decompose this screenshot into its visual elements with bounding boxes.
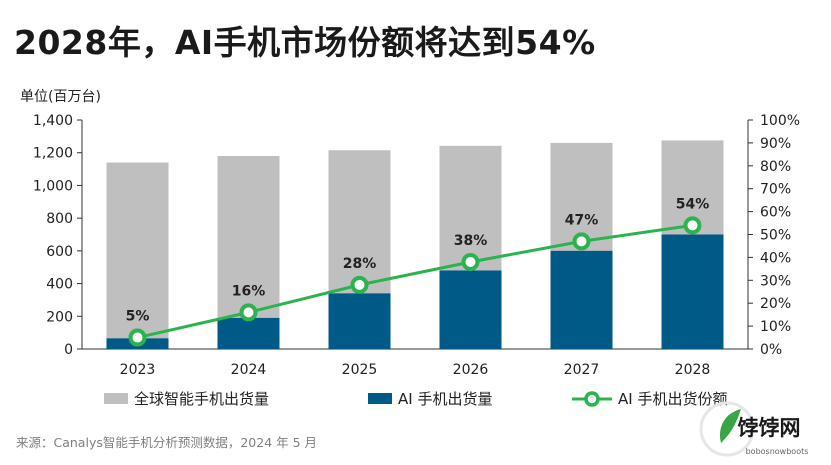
- legend-label-ai: AI 手机出货量: [398, 390, 493, 408]
- x-tick-label: 2023: [120, 362, 156, 378]
- watermark-logo: 饽饽网 bobosnowboots: [699, 401, 809, 457]
- watermark-url: bobosnowboots: [746, 447, 809, 456]
- watermark-text: 饽饽网: [738, 416, 801, 440]
- share-data-label: 38%: [454, 233, 488, 249]
- share-data-label: 28%: [343, 256, 377, 272]
- legend-line-marker-icon: [572, 390, 612, 407]
- legend-item-ai: AI 手机出货量: [368, 388, 492, 409]
- share-data-label: 47%: [565, 212, 599, 228]
- y-left-tick-label: 600: [46, 244, 73, 260]
- share-point-2025: [350, 275, 369, 294]
- share-data-label: 54%: [676, 196, 710, 212]
- y-right-tick-label: 20%: [760, 296, 791, 312]
- y-left-tick-label: 200: [46, 309, 73, 325]
- source-note: 来源：Canalys智能手机分析预测数据，2024 年 5 月: [16, 435, 318, 450]
- share-point-2024: [239, 303, 258, 322]
- share-point-2026: [461, 252, 480, 271]
- y-right-tick-label: 30%: [760, 273, 791, 289]
- y-right-tick-label: 100%: [760, 113, 800, 129]
- legend-label-share: AI 手机出货份额: [618, 390, 728, 408]
- bar-total-2023: [106, 162, 169, 349]
- y-right-tick-label: 0%: [760, 342, 782, 358]
- x-tick-label: 2028: [675, 362, 711, 378]
- x-tick-label: 2024: [231, 362, 267, 378]
- legend-label-total: 全球智能手机出货量: [134, 390, 270, 408]
- y-left-tick-label: 800: [46, 211, 73, 227]
- x-tick-label: 2026: [453, 362, 489, 378]
- chart-title: 2028年，AI手机市场份额将达到54%: [14, 23, 596, 62]
- legend-item-share: AI 手机出货份额: [572, 388, 727, 409]
- y-left-tick-label: 1,400: [33, 113, 73, 129]
- share-point-2023: [128, 328, 147, 347]
- bar-ai-2026: [439, 270, 502, 349]
- y-right-tick-label: 10%: [760, 319, 791, 335]
- bar-ai-2028: [661, 234, 724, 349]
- share-data-label: 5%: [126, 309, 150, 325]
- watermark-ring-icon: [699, 401, 755, 457]
- share-point-2027: [572, 232, 591, 251]
- y-right-tick-label: 60%: [760, 205, 791, 221]
- bar-ai-2025: [328, 293, 391, 349]
- y-left-tick-label: 1,200: [33, 146, 73, 162]
- share-point-2028: [683, 216, 702, 235]
- bar-ai-2024: [217, 317, 280, 349]
- y-left-tick-label: 0: [64, 342, 73, 358]
- share-data-label: 16%: [232, 283, 266, 299]
- y-right-tick-label: 80%: [760, 159, 791, 175]
- legend-item-total: 全球智能手机出货量: [104, 388, 269, 409]
- legend-swatch-ai: [368, 393, 392, 404]
- y-right-tick-label: 50%: [760, 228, 791, 244]
- y-right-tick-label: 40%: [760, 250, 791, 266]
- y-right-tick-label: 70%: [760, 182, 791, 198]
- x-tick-label: 2027: [564, 362, 600, 378]
- combo-chart: 0 200 400 600 800 1,000 1,200 1,400 0% 10% 20% 30% 4…: [33, 113, 800, 378]
- bar-ai-2027: [550, 250, 613, 349]
- y-left-tick-label: 1,000: [33, 178, 73, 194]
- y-right-tick-label: 90%: [760, 136, 791, 152]
- watermark-leaf-icon: [719, 409, 741, 443]
- y-axis-unit-label: 单位(百万台): [20, 89, 101, 105]
- x-tick-label: 2025: [342, 362, 378, 378]
- y-left-tick-label: 400: [46, 277, 73, 293]
- legend-swatch-total: [104, 393, 128, 404]
- share-line: [137, 223, 693, 340]
